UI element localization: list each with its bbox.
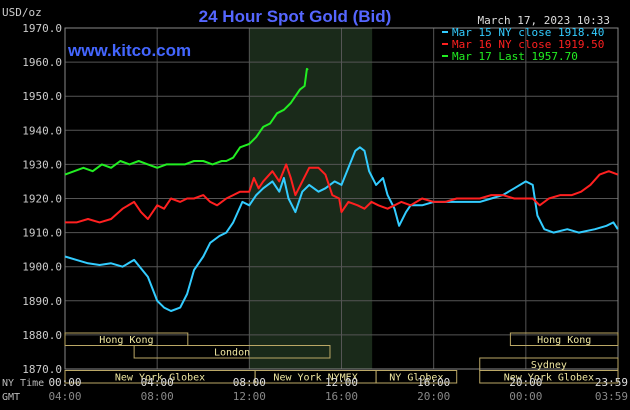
watermark: www.kitco.com — [67, 41, 191, 60]
x-tick-label: 08:00 — [233, 376, 266, 389]
chart-date: March 17, 2023 10:33 — [478, 14, 610, 27]
x-tick-label: 20:00 — [509, 376, 542, 389]
market-sessions: Hong Kong Hong Kong London Sydney New York G… — [64, 332, 619, 384]
x-tick-label: 12:00 — [233, 390, 266, 403]
y-axis-label: USD/oz — [2, 6, 42, 19]
series-line-0 — [64, 146, 619, 312]
y-tick-label: 1930.0 — [22, 158, 62, 171]
y-tick-label: 1880.0 — [22, 329, 62, 342]
y-tick-label: 1920.0 — [22, 193, 62, 206]
y-tick-label: 1910.0 — [22, 227, 62, 240]
x-tick-label: 12:00 — [325, 376, 358, 389]
series-line-1 — [65, 163, 619, 224]
x-tick-label: 00:00 — [509, 390, 542, 403]
session-label: New York Globex — [115, 373, 205, 384]
x-tick-label: 04:00 — [141, 376, 174, 389]
y-tick-label: 1900.0 — [22, 261, 62, 274]
session-label: Sydney — [531, 360, 567, 371]
y-tick-label: 1960.0 — [22, 56, 62, 69]
y-tick-label: 1890.0 — [22, 295, 62, 308]
legend-entry: Mar 16 NY close 1919.50 — [452, 38, 604, 51]
x-axis-ticks: NY Time 00:00 04:00 08:00 12:00 16:00 20:00 23:… — [2, 376, 628, 403]
x-tick-label: 16:00 — [417, 376, 450, 389]
session-box — [375, 370, 458, 384]
x-tick-label: 23:59 — [595, 376, 628, 389]
y-axis-ticks: 1970.0 1960.0 1950.0 1940.0 1930.0 1920.0 1910… — [22, 22, 62, 376]
x-tick-label: 08:00 — [141, 390, 174, 403]
series-lines — [64, 67, 619, 312]
x-tick-label: 03:59 — [595, 390, 628, 403]
legend-entry: Mar 17 Last 1957.70 — [452, 50, 578, 63]
legend-entry: Mar 15 NY close 1918.40 — [452, 26, 604, 39]
session-label: London — [214, 348, 250, 359]
x-tick-label: 00:00 — [48, 376, 81, 389]
y-tick-label: 1970.0 — [22, 22, 62, 35]
x-axis-name: GMT — [2, 392, 20, 403]
session-box — [479, 370, 619, 384]
plot-border — [64, 27, 619, 370]
session-box — [64, 332, 189, 346]
x-tick-label: 04:00 — [48, 390, 81, 403]
series-line-2 — [64, 67, 309, 176]
y-tick-label: 1870.0 — [22, 363, 62, 376]
y-tick-label: 1950.0 — [22, 90, 62, 103]
chart-title: 24 Hour Spot Gold (Bid) — [199, 7, 392, 26]
session-label: New York Globex — [504, 373, 594, 384]
session-label: NY Globex — [389, 373, 443, 384]
session-box — [133, 345, 331, 359]
session-label: New York NYMEX — [273, 373, 357, 384]
y-tick-label: 1940.0 — [22, 124, 62, 137]
x-tick-label: 20:00 — [417, 390, 450, 403]
x-axis-name: NY Time — [2, 378, 44, 389]
session-label: Hong Kong — [537, 335, 591, 346]
session-label: Hong Kong — [99, 335, 153, 346]
x-tick-label: 16:00 — [325, 390, 358, 403]
session-box — [509, 332, 619, 346]
